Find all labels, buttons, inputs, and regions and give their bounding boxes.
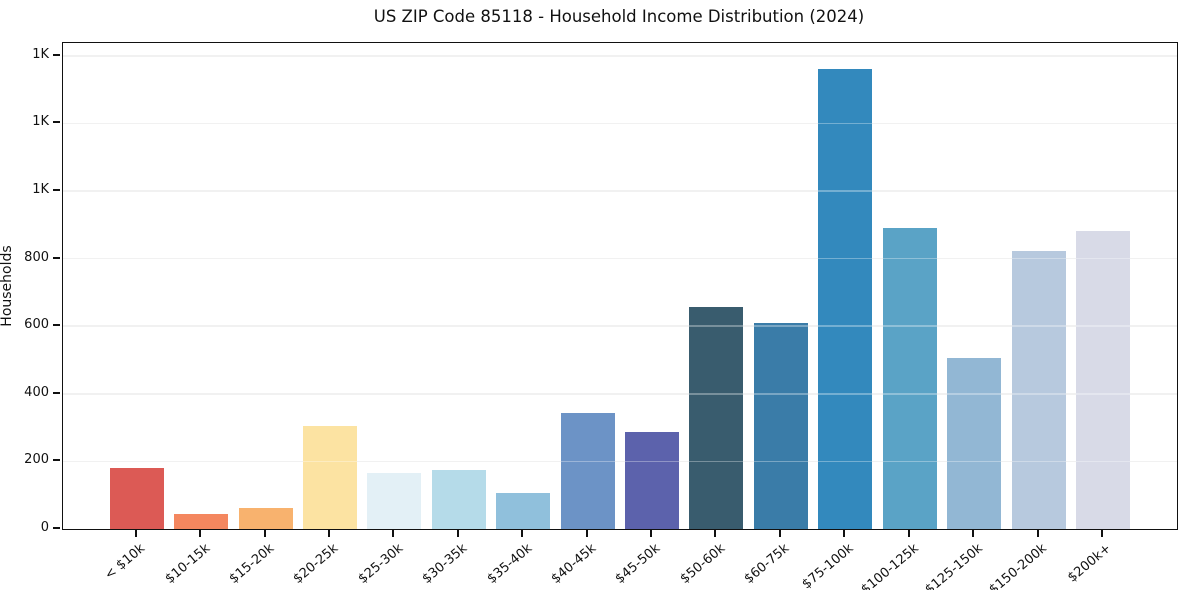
x-tick-mark	[134, 530, 137, 537]
gridline-overlay-y-200	[63, 460, 1177, 463]
y-tick-label: 800	[24, 249, 49, 265]
bar-$45-50k	[625, 432, 680, 529]
y-tick-mark	[53, 527, 60, 529]
y-tick-label: 600	[24, 317, 49, 333]
y-tick-label: 400	[24, 384, 49, 400]
x-tick-label: $200k+	[1065, 541, 1115, 586]
x-tick-label: $75-100k	[799, 541, 857, 590]
gridline-y-400	[63, 393, 1177, 395]
x-tick-label: $50-60k	[677, 541, 729, 587]
x-tick-mark	[778, 530, 781, 537]
y-tick-label: 1K	[32, 182, 49, 198]
x-tick-label: $30-35k	[419, 541, 471, 587]
y-tick-label: 1K	[32, 46, 49, 62]
bar-$125-150k	[947, 357, 1002, 529]
gridline-overlay-y-1400	[63, 55, 1177, 57]
x-tick-label: $20-25k	[290, 541, 342, 587]
gridline-y-1000	[63, 190, 1177, 192]
bar-$35-40k	[496, 492, 551, 529]
bar-$20-25k	[302, 425, 357, 529]
gridline-y-1200	[63, 122, 1177, 125]
x-tick-mark	[1101, 530, 1103, 537]
y-tick-mark	[53, 459, 60, 462]
gridline-y-200	[63, 460, 1177, 463]
bar-$60-75k	[753, 322, 808, 529]
gridline-overlay-y-400	[63, 393, 1177, 395]
x-tick-mark	[327, 530, 330, 537]
y-tick-label: 0	[40, 520, 49, 535]
bar-$150-200k	[1011, 251, 1066, 529]
x-tick-label: $10-15k	[162, 541, 213, 587]
y-tick-mark	[53, 189, 60, 192]
x-tick-label: $60-75k	[741, 541, 793, 587]
x-tick-label: $40-45k	[548, 541, 600, 587]
x-tick-label: $45-50k	[613, 541, 664, 587]
x-tick-label: < $10k	[102, 541, 149, 583]
y-tick-label: 200	[24, 452, 49, 468]
gridline-y-600	[63, 325, 1177, 327]
bar-$40-45k	[560, 413, 615, 529]
x-tick-mark	[456, 530, 459, 537]
x-tick-mark	[907, 530, 910, 537]
x-tick-label: $100-125k	[858, 541, 922, 590]
y-tick-mark	[53, 121, 60, 124]
gridline-overlay-y-1000	[63, 190, 1177, 192]
x-tick-mark	[972, 530, 975, 537]
bar-$200k+	[1076, 230, 1130, 529]
chart-title: US ZIP Code 85118 - Household Income Dis…	[373, 7, 865, 26]
gridline-overlay-y-800	[63, 257, 1177, 260]
x-tick-mark	[392, 530, 395, 537]
x-tick-label: $150-200k	[986, 541, 1051, 590]
bar-$15-20k	[238, 507, 293, 529]
plot-inner	[63, 43, 1177, 529]
x-tick-label: $125-150k	[922, 541, 986, 590]
gridline-overlay-y-600	[63, 325, 1177, 327]
x-tick-mark	[843, 530, 846, 537]
x-tick-mark	[714, 530, 717, 537]
gridline-y-800	[63, 257, 1177, 260]
plot-area	[62, 42, 1178, 530]
x-tick-mark	[199, 530, 202, 537]
x-tick-label: $25-30k	[355, 541, 407, 587]
x-tick-mark	[521, 530, 524, 537]
y-tick-label: 1K	[32, 114, 49, 130]
x-tick-mark	[1036, 530, 1039, 537]
bar-< $10k	[109, 468, 164, 529]
x-tick-label: $15-20k	[226, 541, 278, 587]
y-tick-mark	[53, 324, 60, 327]
y-tick-mark	[53, 53, 60, 56]
gridline-overlay-y-1200	[63, 122, 1177, 125]
y-tick-mark	[53, 391, 60, 394]
x-tick-mark	[585, 530, 588, 537]
gridline-y-1400	[63, 55, 1177, 57]
bar-$100-125k	[882, 227, 937, 529]
bar-$30-35k	[431, 469, 486, 529]
bar-$50-60k	[689, 306, 744, 529]
x-tick-mark	[263, 530, 266, 537]
bar-$10-15k	[174, 513, 229, 529]
bar-$25-30k	[367, 472, 422, 529]
x-tick-label: $35-40k	[484, 541, 535, 587]
x-tick-mark	[650, 530, 653, 537]
bar-$75-100k	[818, 68, 873, 529]
y-tick-mark	[53, 256, 60, 259]
